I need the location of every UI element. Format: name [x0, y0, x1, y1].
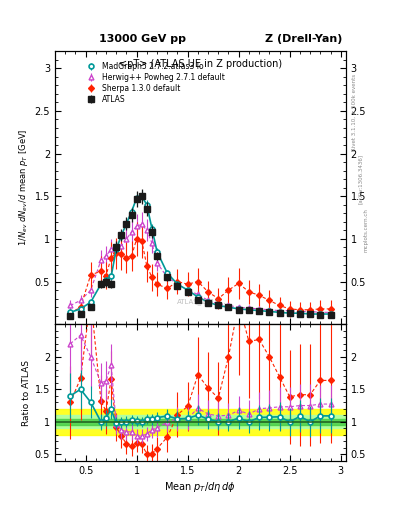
- Text: Rivet 3.1.10, ≥ 500k events: Rivet 3.1.10, ≥ 500k events: [352, 74, 357, 151]
- X-axis label: Mean $p_T/d\eta\,d\phi$: Mean $p_T/d\eta\,d\phi$: [165, 480, 236, 494]
- Bar: [55, 415, 346, 429]
- Text: mcplots.cern.ch: mcplots.cern.ch: [364, 208, 369, 252]
- Text: [arXiv:1306.3436]: [arXiv:1306.3436]: [358, 154, 363, 204]
- Bar: [55, 409, 346, 435]
- Y-axis label: Ratio to ATLAS: Ratio to ATLAS: [22, 359, 31, 425]
- Text: ATLAS_2019...: ATLAS_2019...: [177, 298, 227, 305]
- Text: Z (Drell-Yan): Z (Drell-Yan): [264, 33, 342, 44]
- Y-axis label: $1/N_{ev}$ $dN_{ev}/d$ mean $p_T$ [GeV]: $1/N_{ev}$ $dN_{ev}/d$ mean $p_T$ [GeV]: [18, 129, 31, 246]
- Text: <pT> (ATLAS UE in Z production): <pT> (ATLAS UE in Z production): [119, 59, 282, 70]
- Legend: MadGraph5 2.7.2.atlas3 lo, Herwig++ Powheg 2.7.1 default, Sherpa 1.3.0 default, : MadGraph5 2.7.2.atlas3 lo, Herwig++ Powh…: [82, 60, 226, 105]
- Bar: [55, 418, 346, 425]
- Text: 13000 GeV pp: 13000 GeV pp: [99, 33, 185, 44]
